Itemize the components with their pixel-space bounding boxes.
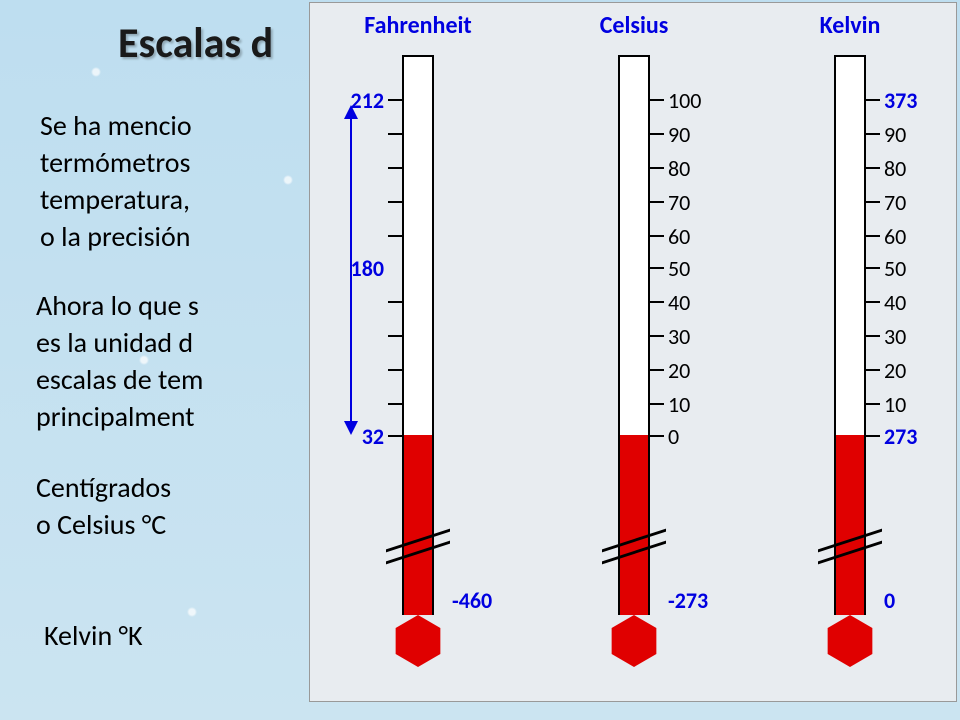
thermometer-diagram: Fahrenheit21218032-460Celsius10090807060… <box>309 2 957 702</box>
scale-title: Fahrenheit <box>310 11 526 40</box>
thermometer-fahrenheit: Fahrenheit21218032-460 <box>310 3 526 703</box>
tick-label: 180 <box>351 255 384 282</box>
tick-label: 90 <box>884 121 906 148</box>
tick-mark <box>388 335 402 337</box>
tick-mark <box>866 301 880 303</box>
tick-label: 90 <box>668 121 690 148</box>
tick-mark <box>650 369 664 371</box>
scale-break-icon <box>386 535 450 561</box>
thermometer-tube <box>834 55 866 615</box>
tick-label: 0 <box>668 423 679 450</box>
mercury-fill <box>620 435 648 615</box>
tick-label: 50 <box>668 255 690 282</box>
paragraph-4: Kelvin °K <box>44 618 324 655</box>
absolute-zero-label: -273 <box>668 587 708 614</box>
thermometer-bulb <box>392 615 444 667</box>
tick-mark <box>650 403 664 405</box>
range-arrow-icon <box>350 107 352 433</box>
tick-mark <box>866 201 880 203</box>
scale-title: Kelvin <box>742 11 958 40</box>
tick-mark <box>388 133 402 135</box>
tick-mark <box>388 235 402 237</box>
page-title: Escalas d <box>118 18 273 69</box>
tick-mark <box>650 335 664 337</box>
thermometer-bulb <box>608 615 660 667</box>
tick-mark <box>866 167 880 169</box>
tick-mark <box>650 267 664 269</box>
tick-label: 70 <box>668 189 690 216</box>
tick-mark <box>866 133 880 135</box>
tick-mark <box>650 301 664 303</box>
paragraph-1: Se ha menciotermómetrostemperatura, o la… <box>40 108 320 256</box>
scale-break-icon <box>818 535 882 561</box>
tick-label: 70 <box>884 189 906 216</box>
tick-mark <box>866 235 880 237</box>
tick-label: 373 <box>884 87 917 114</box>
tick-label: 80 <box>884 155 906 182</box>
tick-mark <box>866 335 880 337</box>
thermometer-bulb <box>824 615 876 667</box>
tick-label: 20 <box>668 357 690 384</box>
tick-mark <box>388 99 402 101</box>
tick-mark <box>866 267 880 269</box>
tick-mark <box>650 99 664 101</box>
thermometer-celsius: Celsius1009080706050403020100-273 <box>526 3 742 703</box>
thermometer-tube <box>402 55 434 615</box>
tick-mark <box>388 403 402 405</box>
tick-mark <box>866 435 880 437</box>
tick-mark <box>866 99 880 101</box>
thermometer-tube <box>618 55 650 615</box>
tick-label: 273 <box>884 423 917 450</box>
tick-label: 30 <box>884 323 906 350</box>
tick-mark <box>866 369 880 371</box>
paragraph-3: Centígradoso Celsius °C <box>36 470 316 544</box>
tick-label: 30 <box>668 323 690 350</box>
scale-title: Celsius <box>526 11 742 40</box>
absolute-zero-label: -460 <box>452 587 492 614</box>
thermometer-kelvin: Kelvin 373 90 80 70 60 50 40 30 20 10 273 0 <box>742 3 958 703</box>
tick-mark <box>650 133 664 135</box>
tick-label: 32 <box>362 423 384 450</box>
tick-mark <box>650 201 664 203</box>
scale-break-icon <box>602 535 666 561</box>
tick-mark <box>388 301 402 303</box>
tick-label: 10 <box>884 391 906 418</box>
tick-label: 60 <box>668 223 690 250</box>
tick-mark <box>650 235 664 237</box>
tick-mark <box>650 435 664 437</box>
mercury-fill <box>404 435 432 615</box>
tick-label: 40 <box>884 289 906 316</box>
absolute-zero-label: 0 <box>884 587 895 614</box>
tick-mark <box>650 167 664 169</box>
tick-mark <box>388 369 402 371</box>
tick-label: 100 <box>668 87 701 114</box>
mercury-fill <box>836 435 864 615</box>
tick-mark <box>388 435 402 437</box>
tick-label: 40 <box>668 289 690 316</box>
tick-mark <box>388 201 402 203</box>
tick-label: 20 <box>884 357 906 384</box>
tick-label: 60 <box>884 223 906 250</box>
tick-label: 10 <box>668 391 690 418</box>
tick-mark <box>388 167 402 169</box>
tick-label: 50 <box>884 255 906 282</box>
tick-mark <box>866 403 880 405</box>
tick-label: 80 <box>668 155 690 182</box>
paragraph-2: Ahora lo que ses la unidad descalas de t… <box>36 288 316 436</box>
